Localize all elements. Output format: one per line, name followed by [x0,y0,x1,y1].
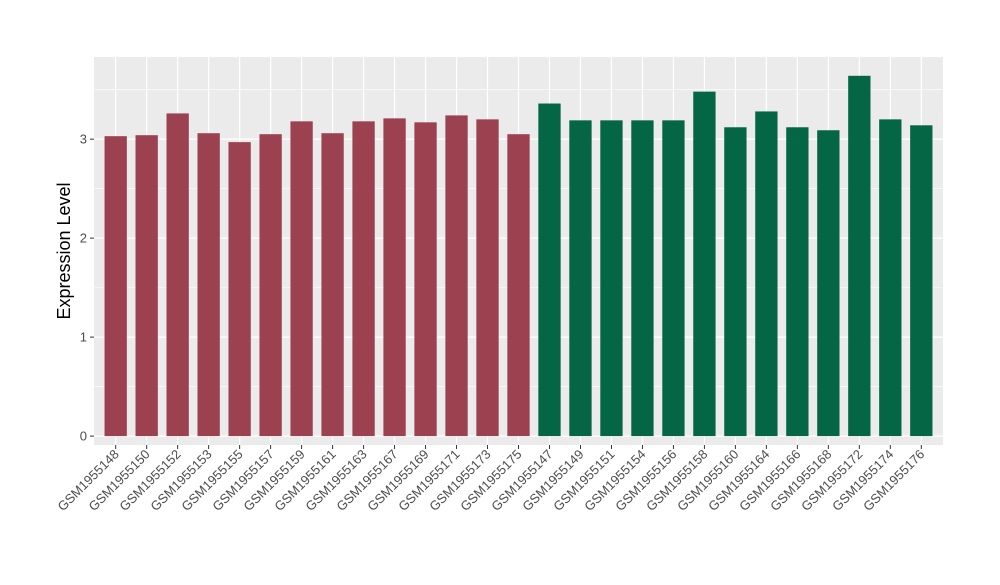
bar-GSM1955166 [786,127,809,437]
bar-GSM1955148 [104,136,127,437]
bar-GSM1955154 [631,120,654,437]
y-tick-label: 2 [80,231,87,246]
bar-GSM1955164 [755,111,778,437]
y-axis-title: Expression Level [54,182,74,319]
bar-GSM1955171 [445,115,468,437]
bars [104,75,933,437]
x-axis: GSM1955148GSM1955150GSM1955152GSM1955153… [54,445,927,514]
bar-GSM1955149 [569,120,592,437]
bar-GSM1955173 [476,119,499,437]
bar-GSM1955157 [259,134,282,437]
y-tick-label: 0 [80,429,87,444]
y-axis: 0 1 2 3 [80,132,94,444]
bar-GSM1955161 [321,133,344,437]
bar-GSM1955160 [724,127,747,437]
bar-GSM1955153 [197,133,220,437]
bar-GSM1955158 [693,91,716,437]
bar-GSM1955169 [414,122,437,437]
bar-GSM1955147 [538,103,561,437]
bar-GSM1955174 [879,119,902,437]
y-tick-label: 1 [80,330,87,345]
bar-GSM1955152 [166,113,189,437]
y-tick-label: 3 [80,132,87,147]
bar-GSM1955163 [352,121,375,437]
bar-GSM1955168 [817,130,840,437]
bar-GSM1955150 [135,135,158,437]
bar-GSM1955176 [910,125,933,437]
bar-GSM1955167 [383,118,406,437]
bar-GSM1955156 [662,120,685,437]
bar-GSM1955155 [228,142,251,437]
bar-GSM1955175 [507,134,530,437]
bar-GSM1955159 [290,121,313,437]
bar-GSM1955172 [848,75,871,437]
bar-GSM1955151 [600,120,623,437]
